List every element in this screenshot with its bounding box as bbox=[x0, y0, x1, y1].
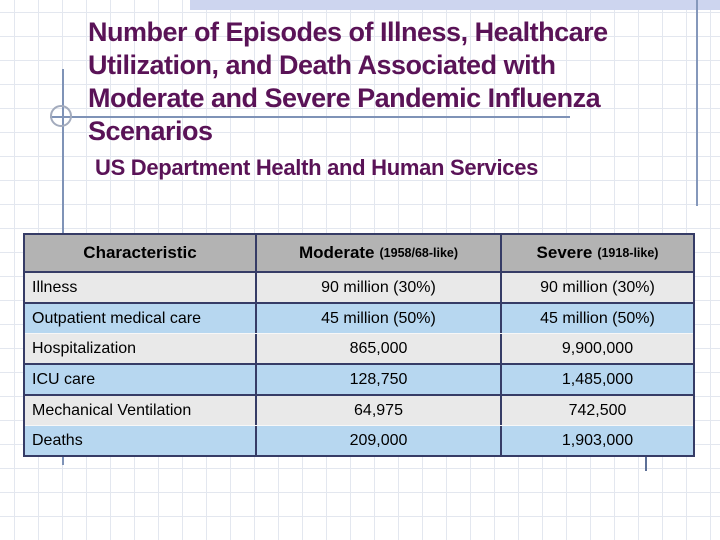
top-accent-bar bbox=[190, 0, 720, 10]
slide-subtitle: US Department Health and Human Services bbox=[95, 155, 539, 180]
severe-value-cell: 742,500 bbox=[500, 396, 693, 425]
moderate-value-cell: 128,750 bbox=[255, 365, 500, 394]
severe-value-cell: 1,903,000 bbox=[500, 426, 693, 455]
row-label-cell: Outpatient medical care bbox=[32, 309, 201, 327]
slide-title-line: Number of Episodes of Illness, Healthcar… bbox=[88, 17, 608, 47]
slide-title-line: Moderate and Severe Pandemic Influenza bbox=[88, 83, 601, 113]
table-row-deaths: Deaths 209,000 1,903,000 bbox=[25, 425, 693, 455]
table-row-illness: Illness 90 million (30%) 90 million (30%… bbox=[25, 273, 693, 302]
circle-ornament-icon bbox=[50, 105, 72, 127]
moderate-value-cell: 45 million (50%) bbox=[255, 304, 500, 333]
slide-title-line: Scenarios bbox=[88, 116, 213, 146]
table-row-outpatient: Outpatient medical care 45 million (50%)… bbox=[25, 302, 693, 333]
severe-value-cell: 90 million (30%) bbox=[500, 273, 693, 302]
moderate-value-cell: 64,975 bbox=[255, 396, 500, 425]
title-underline bbox=[50, 116, 570, 118]
header-cell-severe: Severe (1918-like) bbox=[500, 235, 693, 271]
header-label: Characteristic bbox=[83, 243, 197, 262]
row-label-cell: Illness bbox=[32, 278, 78, 296]
moderate-value-cell: 209,000 bbox=[255, 426, 500, 455]
moderate-value-cell: 865,000 bbox=[255, 334, 500, 363]
moderate-value-cell: 90 million (30%) bbox=[255, 273, 500, 302]
severe-value-cell: 45 million (50%) bbox=[500, 304, 693, 333]
header-sublabel: (1918-like) bbox=[597, 246, 659, 260]
header-cell-characteristic: Characteristic bbox=[25, 235, 255, 271]
row-label-cell: Mechanical Ventilation bbox=[32, 401, 192, 419]
pandemic-table: Characteristic Moderate (1958/68-like) S… bbox=[23, 233, 695, 457]
right-vertical-line bbox=[696, 0, 698, 206]
header-sublabel: (1958/68-like) bbox=[379, 246, 459, 260]
table-header-row: Characteristic Moderate (1958/68-like) S… bbox=[25, 235, 693, 273]
severe-value-cell: 9,900,000 bbox=[500, 334, 693, 363]
slide-title: Number of Episodes of Illness, Healthcar… bbox=[88, 16, 698, 148]
row-label-cell: Deaths bbox=[32, 431, 83, 449]
header-cell-moderate: Moderate (1958/68-like) bbox=[255, 235, 500, 271]
row-label-cell: ICU care bbox=[32, 370, 96, 388]
table-row-mechanical-ventilation: Mechanical Ventilation 64,975 742,500 bbox=[25, 394, 693, 425]
header-label: Severe bbox=[536, 243, 593, 262]
severe-value-cell: 1,485,000 bbox=[500, 365, 693, 394]
row-label-cell: Hospitalization bbox=[32, 339, 137, 357]
header-label: Moderate bbox=[298, 243, 375, 262]
table-row-icu-care: ICU care 128,750 1,485,000 bbox=[25, 363, 693, 394]
slide-title-line: Utilization, and Death Associated with bbox=[88, 50, 556, 80]
table-row-hospitalization: Hospitalization 865,000 9,900,000 bbox=[25, 333, 693, 363]
table-footer-tick bbox=[645, 449, 647, 471]
